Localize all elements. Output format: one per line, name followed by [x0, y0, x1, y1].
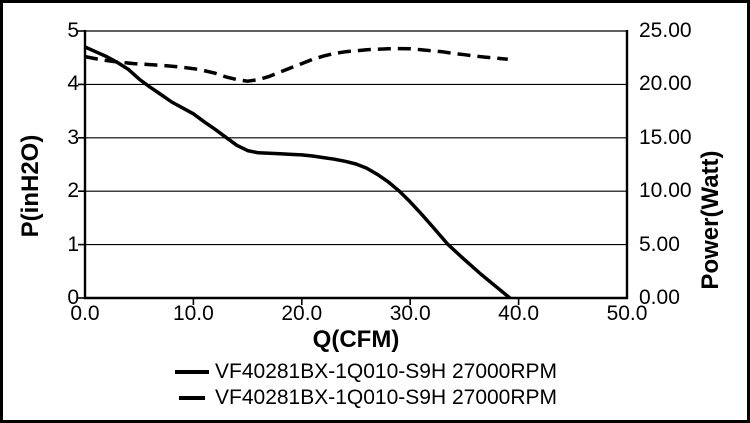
- xtick-label-30: 30.0: [389, 302, 431, 325]
- legend-label-power: VF40281BX-1Q010-S9H 27000RPM: [215, 386, 558, 409]
- ytick-right-label-20: 20.00: [639, 72, 692, 96]
- xtick-label-0: 0.0: [70, 302, 100, 325]
- plot-area: [78, 30, 629, 305]
- y-axis-right-title: Power(Watt): [697, 150, 724, 290]
- pressure-curve: [84, 45, 512, 300]
- power-curve: [84, 46, 508, 83]
- dashed-line-icon: [179, 396, 205, 400]
- ytick-right-label-10: 10.00: [639, 179, 692, 203]
- xtick-label-10: 10.0: [172, 302, 214, 325]
- xtick-label-40: 40.0: [498, 302, 540, 325]
- ytick-left-label-3: 3: [67, 125, 79, 149]
- xtick-label-20: 20.0: [281, 302, 323, 325]
- xtick-label-50: 50.0: [606, 302, 648, 325]
- ytick-right-label-5: 5.00: [639, 232, 680, 256]
- solid-line-icon: [175, 370, 209, 374]
- legend-row-pressure: VF40281BX-1Q010-S9H 27000RPM: [175, 359, 557, 385]
- legend-label-pressure: VF40281BX-1Q010-S9H 27000RPM: [215, 360, 558, 383]
- ytick-right-label-0: 0.00: [639, 286, 680, 309]
- legend-marker-slot: [175, 370, 215, 374]
- legend-row-power: VF40281BX-1Q010-S9H 27000RPM: [175, 385, 557, 411]
- y-axis-left-title: P(inH2O): [17, 134, 44, 238]
- ytick-left-label-0: 0: [67, 286, 79, 309]
- ytick-left-label-2: 2: [67, 179, 79, 203]
- ytick-right-label-25: 25.00: [639, 19, 692, 42]
- legend: VF40281BX-1Q010-S9H 27000RPM VF40281BX-1…: [175, 359, 557, 411]
- ytick-right-label-15: 15.00: [639, 125, 692, 149]
- ytick-left-label-4: 4: [67, 72, 79, 96]
- ytick-left-label-5: 5: [67, 19, 79, 42]
- legend-marker-slot: [175, 396, 215, 400]
- ytick-left-label-1: 1: [67, 232, 79, 256]
- x-axis-title: Q(CFM): [312, 326, 400, 353]
